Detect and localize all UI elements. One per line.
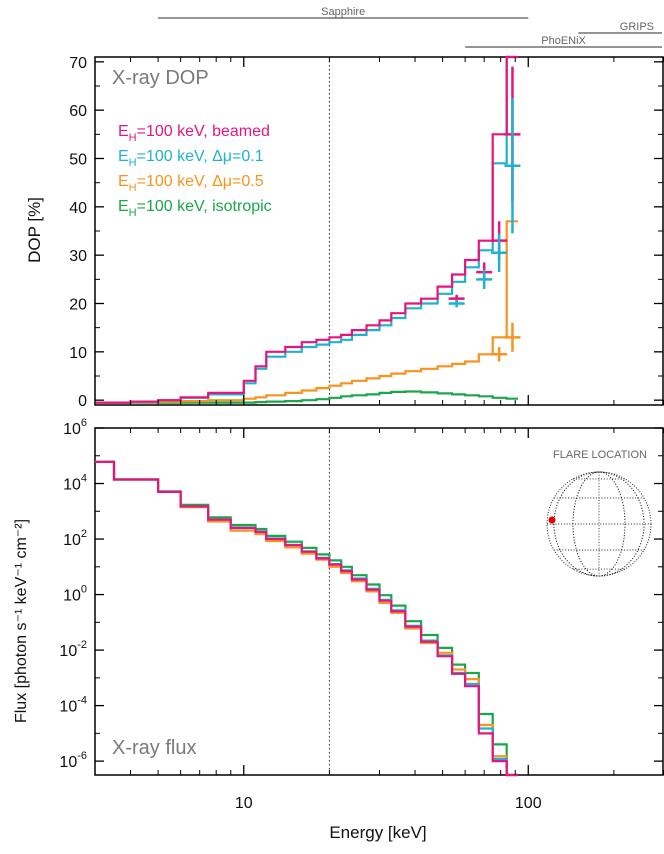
flux-series-group bbox=[95, 428, 518, 777]
dop-y-tick-label: 0 bbox=[78, 393, 87, 410]
flux-y-tick-label: 104 bbox=[63, 473, 87, 494]
dop-plot-frame bbox=[94, 56, 664, 406]
x-tick-label: 10 bbox=[235, 795, 253, 812]
legend-entry: EH=100 keV, Δμ=0.5 bbox=[118, 173, 264, 194]
flux-series-line bbox=[95, 460, 518, 777]
flux-panel-title: X-ray flux bbox=[112, 737, 196, 759]
instrument-label: PhoENiX bbox=[541, 35, 586, 47]
flux-y-tick-label: 10-6 bbox=[59, 750, 87, 771]
dop-error-bars bbox=[448, 66, 521, 362]
legend: EH=100 keV, beamed EH=100 keV, Δμ=0.1 EH=1… bbox=[118, 123, 272, 219]
flux-series-line bbox=[95, 460, 518, 777]
inset-title: FLARE LOCATION bbox=[553, 449, 647, 461]
dop-series-line bbox=[95, 55, 518, 404]
flux-series-line bbox=[95, 460, 518, 777]
flux-y-tick-label: 100 bbox=[63, 584, 87, 605]
dop-y-tick-label: 60 bbox=[69, 103, 87, 120]
instrument-label: Sapphire bbox=[321, 6, 365, 18]
x-axis-label: Energy [keV] bbox=[329, 823, 426, 842]
dop-y-tick-label: 10 bbox=[69, 345, 87, 362]
flare-location-inset: FLARE LOCATION bbox=[546, 449, 652, 577]
legend-entry: EH=100 keV, Δμ=0.1 bbox=[118, 148, 264, 169]
solar-disk bbox=[546, 471, 652, 577]
dop-panel-title: X-ray DOP bbox=[112, 67, 209, 89]
instrument-bars: Sapphire PhoENiX GRIPS bbox=[158, 6, 662, 48]
dop-series-line bbox=[95, 55, 518, 404]
flux-series-line bbox=[95, 460, 518, 777]
dop-series-line bbox=[95, 390, 518, 404]
x-tick-labels: 10 100 bbox=[235, 795, 542, 812]
dop-axis-ticks: 0 10 20 30 40 50 60 70 bbox=[69, 55, 664, 410]
flux-y-axis-label: Flux [photon s⁻¹ keV⁻¹ cm⁻²] bbox=[13, 519, 30, 723]
dop-series-line bbox=[95, 220, 518, 404]
flux-axis-ticks: 10-6 10-4 10-2 100 102 104 106 bbox=[59, 417, 664, 775]
x-tick-label: 100 bbox=[515, 795, 542, 812]
flux-y-tick-label: 10-2 bbox=[59, 639, 87, 660]
dop-y-tick-label: 40 bbox=[69, 200, 87, 217]
instrument-label: GRIPS bbox=[620, 21, 654, 33]
flux-y-tick-label: 106 bbox=[63, 417, 87, 438]
flux-y-tick-label: 10-4 bbox=[59, 695, 87, 716]
dop-y-tick-label: 30 bbox=[69, 248, 87, 265]
dop-y-tick-label: 20 bbox=[69, 297, 87, 314]
dop-y-axis-label: DOP [%] bbox=[25, 197, 44, 263]
flux-y-tick-label: 102 bbox=[63, 528, 87, 549]
flare-marker bbox=[548, 516, 556, 524]
legend-entry: EH=100 keV, isotropic bbox=[118, 198, 272, 219]
dop-series-group bbox=[95, 55, 518, 405]
dop-y-tick-label: 50 bbox=[69, 152, 87, 169]
flux-panel: 10-6 10-4 10-2 100 102 104 106 X-ray flux Flux… bbox=[13, 417, 664, 777]
legend-entry: EH=100 keV, beamed bbox=[118, 123, 270, 144]
dop-y-tick-label: 70 bbox=[69, 55, 87, 72]
dop-panel: 0 10 20 30 40 50 60 70 X-ray DOP DOP [%] EH=100… bbox=[25, 55, 664, 410]
